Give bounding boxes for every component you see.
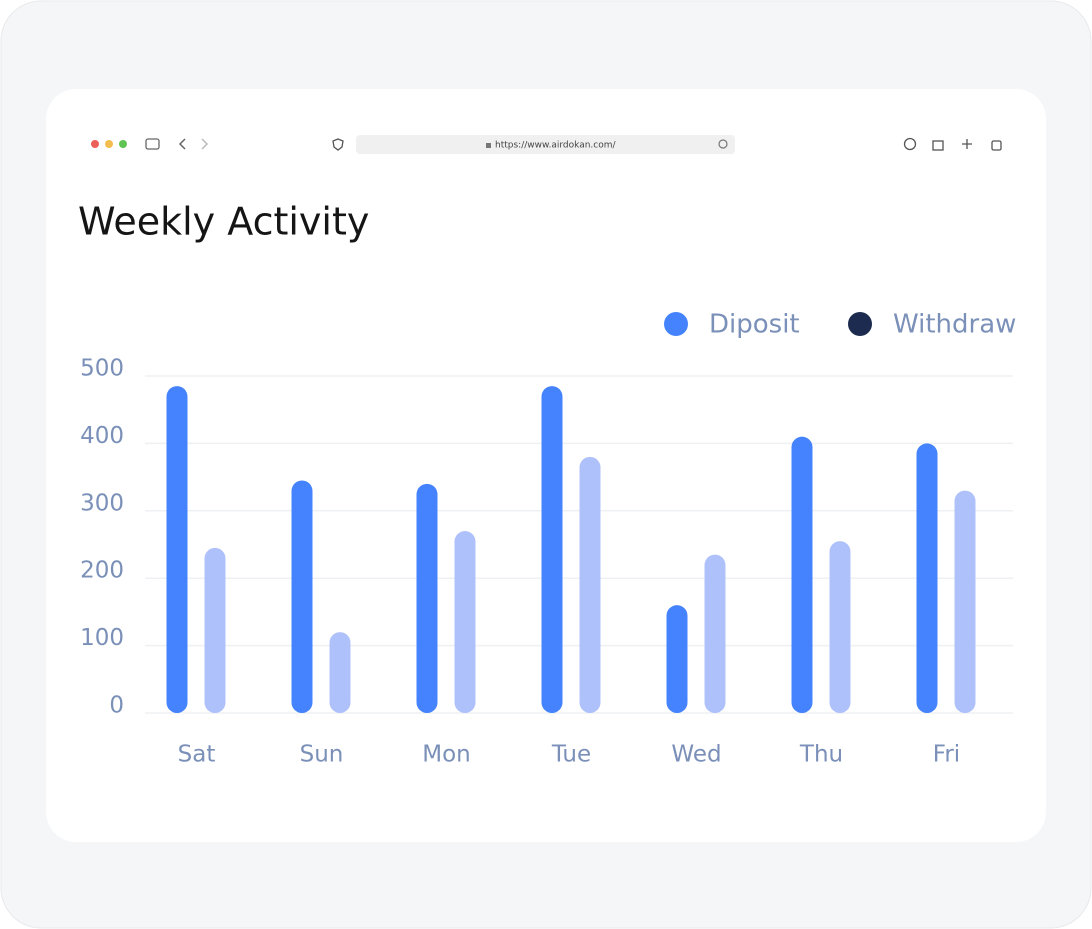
bar[interactable] <box>916 443 938 713</box>
bar[interactable] <box>204 547 226 713</box>
close-dot[interactable] <box>91 140 99 148</box>
chart-title: Weekly Activity <box>78 200 369 244</box>
sidebar-icon[interactable] <box>145 138 160 150</box>
y-tick-label: 200 <box>80 558 124 584</box>
bar[interactable] <box>791 436 813 713</box>
bar[interactable] <box>416 483 438 713</box>
bar[interactable] <box>666 605 688 713</box>
url: https://www.airdokan.com/ <box>495 141 617 151</box>
url-bar[interactable] <box>356 135 735 154</box>
legend-label: Withdraw <box>893 310 1016 340</box>
legend-dot <box>664 312 688 336</box>
x-tick-label: Thu <box>799 742 843 768</box>
download-icon[interactable] <box>903 137 917 151</box>
y-tick-label: 100 <box>80 625 124 651</box>
bar[interactable] <box>954 490 976 713</box>
reload-icon[interactable] <box>718 139 728 149</box>
maximize-dot[interactable] <box>119 140 127 148</box>
bar[interactable] <box>291 480 313 713</box>
x-tick-label: Wed <box>671 742 721 768</box>
bar[interactable] <box>166 386 188 713</box>
minimize-dot[interactable] <box>105 140 113 148</box>
tabs-icon[interactable] <box>991 140 1002 151</box>
x-tick-label: Sat <box>178 742 216 768</box>
legend-label: Diposit <box>709 310 800 340</box>
bar[interactable] <box>704 554 726 713</box>
lock-icon <box>486 143 491 148</box>
bar[interactable] <box>454 531 476 713</box>
y-tick-label: 400 <box>80 423 124 449</box>
shield-icon <box>332 138 344 151</box>
bar[interactable] <box>541 386 563 713</box>
legend-dot <box>848 312 872 336</box>
x-tick-label: Tue <box>551 742 591 768</box>
y-tick-label: 500 <box>80 356 124 382</box>
x-tick-label: Mon <box>422 742 471 768</box>
browser-bar: https://www.airdokan.com/ <box>91 135 1002 154</box>
back-icon[interactable] <box>178 138 186 150</box>
y-tick-label: 300 <box>80 490 124 516</box>
new-tab-icon[interactable] <box>962 139 972 149</box>
bar[interactable] <box>829 541 851 713</box>
bar[interactable] <box>329 632 351 713</box>
x-tick-label: Sun <box>300 742 344 768</box>
y-tick-label: 0 <box>109 693 124 719</box>
bar[interactable] <box>579 456 601 713</box>
share-icon[interactable] <box>932 140 944 151</box>
x-tick-label: Fri <box>933 742 960 768</box>
forward-icon[interactable] <box>201 138 209 150</box>
